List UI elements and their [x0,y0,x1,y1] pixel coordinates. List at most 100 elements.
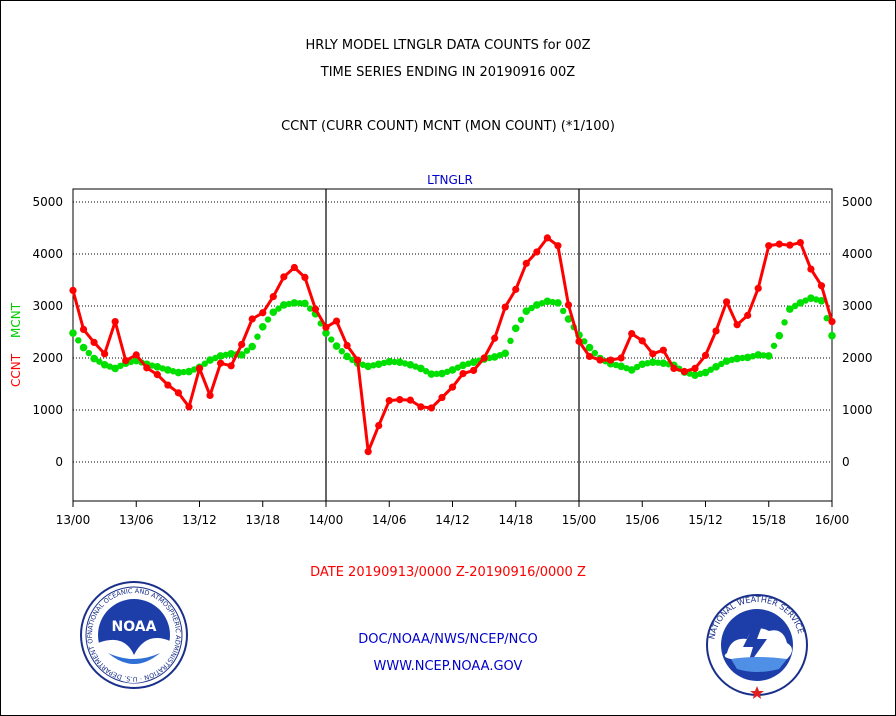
series-dot-mcnt [169,368,177,375]
data-point-mcnt [743,353,752,362]
data-point-ccnt [575,337,583,345]
x-tick-label: 13/12 [182,513,217,527]
data-point-ccnt [280,273,288,281]
chart-title: HRLY MODEL LTNGLR DATA COUNTS for 00Z [305,38,591,53]
data-point-mcnt [269,308,278,317]
data-point-ccnt [153,371,161,379]
series-dot-mcnt [739,354,746,362]
data-point-mcnt [585,343,594,352]
data-point-ccnt [512,285,520,293]
data-point-mcnt [206,356,214,364]
plot-area [72,188,833,502]
nws-logo: NATIONAL WEATHER SERVICE [706,594,808,699]
data-point-ccnt [533,248,541,256]
series-dot-mcnt [718,360,725,368]
series-line-ccnt [71,236,834,454]
series-dot-mcnt [264,316,272,323]
data-point-ccnt [765,242,773,250]
data-point-ccnt [122,357,130,365]
data-point-ccnt [354,356,362,364]
website-label: WWW.NCEP.NOAA.GOV [373,659,523,674]
x-tick-label: 15/06 [625,513,660,527]
x-tick-label: 14/12 [435,513,470,527]
series-dot-mcnt [623,364,630,372]
data-point-ccnt [248,315,256,323]
series-dot-mcnt [201,360,208,367]
date-range-label: DATE 20190913/0000 Z-20190916/0000 Z [310,565,586,580]
data-point-mcnt [301,299,309,308]
data-point-mcnt [490,353,499,361]
series-dot-mcnt [401,360,409,367]
data-point-ccnt [216,359,225,367]
data-point-ccnt [722,298,731,306]
data-point-ccnt [143,364,151,372]
series-dot-mcnt [559,307,567,315]
data-point-ccnt [364,448,372,456]
data-point-ccnt [491,334,499,342]
data-point-mcnt [322,329,330,337]
data-point-ccnt [543,234,551,242]
series-dot-mcnt [728,356,736,364]
data-point-ccnt [828,318,836,326]
data-point-mcnt [564,315,573,323]
series-dot-mcnt [517,316,525,323]
x-tick-label: 15/00 [562,513,597,527]
star-icon [750,686,764,699]
series-dot-mcnt [412,363,419,370]
series-dot-mcnt [349,356,356,364]
data-point-ccnt [817,282,826,290]
data-point-mcnt [438,369,446,378]
x-tick-label: 15/12 [688,513,723,527]
data-point-mcnt [90,354,98,363]
series-dot-mcnt [306,305,314,312]
data-point-ccnt [480,354,488,362]
series-dot-mcnt [823,315,830,322]
data-point-mcnt [385,357,394,366]
data-point-mcnt [427,370,436,378]
data-point-ccnt [712,327,720,335]
y-tick-label-right: 5000 [842,195,873,209]
data-point-mcnt [448,366,457,374]
series-dot-mcnt [697,370,704,378]
series-dot-mcnt [96,358,103,365]
series-dot-mcnt [254,333,261,340]
data-point-ccnt [701,351,710,359]
data-point-ccnt [659,346,667,354]
data-point-ccnt [269,293,277,301]
data-point-ccnt [417,403,425,411]
series-dot-mcnt [391,358,398,366]
series-dot-mcnt [285,300,293,308]
x-tick-label: 14/00 [309,513,344,527]
data-point-mcnt [111,364,119,373]
data-point-mcnt [174,368,183,377]
data-point-ccnt [206,391,214,400]
data-point-ccnt [238,340,246,349]
data-point-ccnt [554,242,562,250]
data-point-ccnt [301,273,309,281]
data-point-mcnt [501,349,510,358]
series-dot-mcnt [191,366,198,373]
data-point-ccnt [69,286,77,294]
data-point-ccnt [290,263,298,272]
series-dot-mcnt [359,361,367,368]
data-point-ccnt [638,337,646,345]
series-dot-mcnt [117,362,124,369]
x-tick-label: 13/06 [119,513,154,527]
noaa-logo: NOAA NATIONAL OCEANIC AND ATMOSPHERIC AD… [80,581,188,689]
data-point-mcnt [754,351,763,359]
data-point-mcnt [807,294,815,303]
data-point-ccnt [691,364,699,372]
data-point-ccnt [101,350,109,358]
series-dot-mcnt [75,337,82,344]
data-point-ccnt [385,397,393,405]
series-dot-mcnt [612,361,620,369]
data-point-ccnt [438,393,446,402]
data-point-ccnt [396,396,404,404]
series-dot-mcnt [591,349,599,357]
series-dot-mcnt [296,299,303,307]
data-point-mcnt [764,352,773,360]
data-point-mcnt [185,367,193,376]
data-point-ccnt [807,265,815,273]
x-tick-label: 15/18 [751,513,786,527]
